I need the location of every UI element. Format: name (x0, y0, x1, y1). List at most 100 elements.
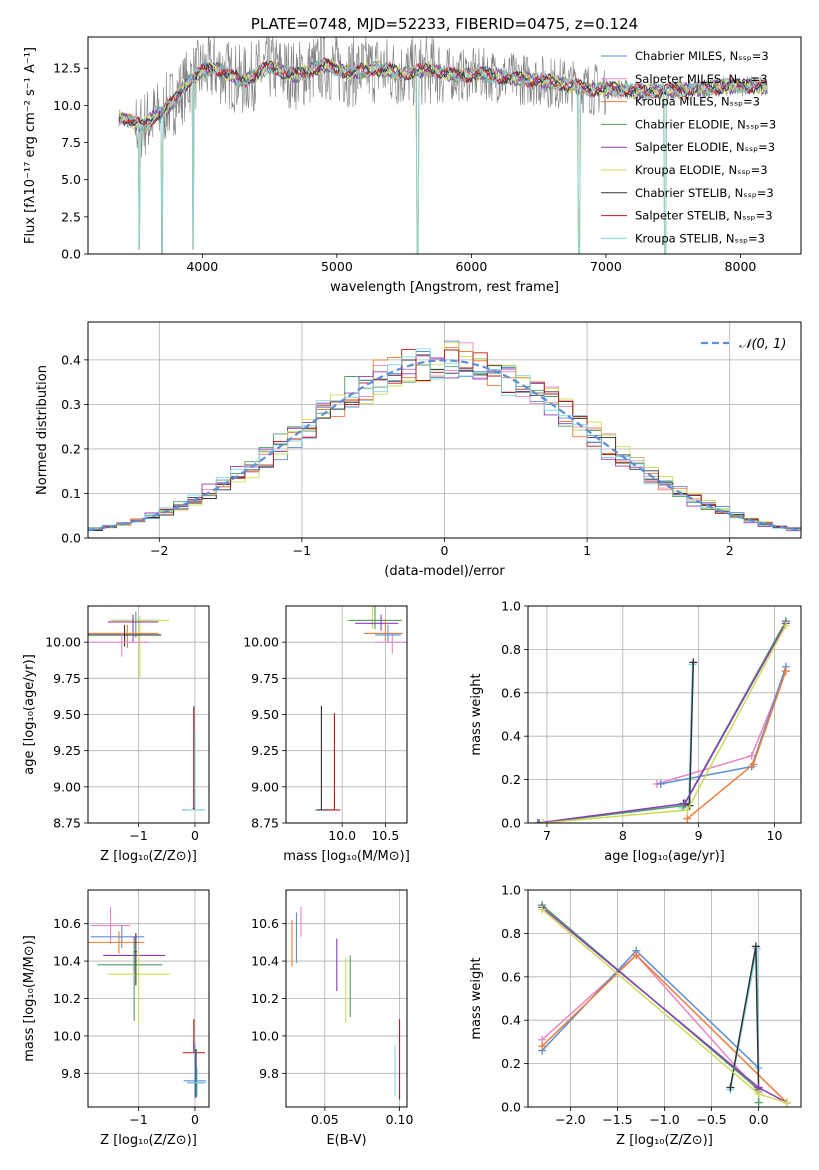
x-axis-label: mass [log₁₀(M/M⊙)] (283, 849, 410, 864)
x-axis-label: age [log₁₀(age/yr)] (604, 849, 725, 864)
weight-point-marker (747, 751, 756, 760)
legend-label: Salpeter MILES, Nₛₛₚ=3 (635, 72, 768, 86)
y-tick-label: 9.25 (53, 743, 81, 758)
x-tick-label: −2.0 (555, 1112, 585, 1127)
weight-point-marker (754, 1098, 763, 1107)
plot-area-mass_vs_Z (88, 906, 207, 1098)
y-tick-label: 9.00 (53, 779, 81, 794)
y-tick-label: 9.25 (251, 743, 279, 758)
y-tick-label: 0.0 (61, 531, 81, 546)
axes-frame (527, 605, 802, 824)
y-tick-label: 8.75 (251, 816, 279, 831)
y-tick-label: 0.2 (501, 772, 521, 787)
y-tick-label: 9.8 (259, 1066, 279, 1081)
x-tick-label: 0 (191, 828, 199, 843)
axes-frame (87, 36, 802, 255)
y-tick-label: 12.5 (53, 61, 81, 76)
y-tick-label: 1.0 (501, 883, 521, 898)
weight-series-line (539, 620, 787, 823)
y-tick-label: 0.6 (501, 685, 521, 700)
y-tick-label: 10.0 (53, 98, 81, 113)
y-tick-label: 0.2 (501, 1056, 521, 1071)
y-tick-label: 0.0 (61, 247, 81, 262)
weight-point-marker (538, 1042, 547, 1051)
y-tick-label: 8.75 (53, 816, 81, 831)
panel-age_vs_Z: −1 0 8.75 9.00 9.25 9.50 9.75 10.00 Z [log₁₀(Z/Z… (22, 605, 210, 864)
x-tick-label: −1 (129, 828, 147, 843)
weight-point-marker (781, 667, 790, 676)
weight-point-marker (751, 942, 760, 951)
axes-frame (527, 889, 802, 1108)
weight-point-marker (749, 760, 758, 769)
legend-label: Salpeter STELIB, Nₛₛₚ=3 (635, 209, 773, 223)
panel-spectrum: 4000 5000 6000 7000 8000 0.0 2.5 5.0 7.5 10.0 12.5… (23, 15, 802, 295)
y-tick-label: 10.2 (53, 991, 81, 1006)
y-tick-label: 9.8 (61, 1066, 81, 1081)
y-tick-label: 7.5 (61, 135, 81, 150)
y-tick-label: 10.00 (45, 635, 81, 650)
y-tick-label: 0.8 (501, 926, 521, 941)
y-tick-label: 0.3 (61, 397, 81, 412)
x-axis-label: E(B-V) (326, 1133, 366, 1148)
plot-area-weight_vs_Z (538, 901, 791, 1107)
x-tick-label: 0.05 (311, 1112, 339, 1127)
y-axis-label: Flux [fλ10⁻¹⁷ erg cm⁻² s⁻¹ A⁻¹] (23, 47, 38, 244)
weight-point-marker (535, 819, 544, 823)
y-axis-label: age [log₁₀(age/yr)] (22, 654, 37, 775)
y-tick-label: 0.8 (501, 642, 521, 657)
y-tick-label: 0.4 (61, 352, 81, 367)
panel-weight_vs_Z: −2.0 −1.5 −1.0 −0.5 0.0 0.0 0.2 0.4 0.6 0.8 1.0 Z [… (469, 883, 802, 1148)
weight-series-line (537, 623, 787, 823)
y-tick-label: 2.5 (61, 209, 81, 224)
legend-label: Kroupa MILES, Nₛₛₚ=3 (635, 95, 760, 109)
y-tick-label: 0.2 (61, 441, 81, 456)
y-tick-label: 10.4 (53, 954, 81, 969)
legend-label: Chabrier STELIB, Nₛₛₚ=3 (635, 186, 774, 200)
legend-label: Kroupa STELIB, Nₛₛₚ=3 (635, 231, 765, 245)
y-tick-label: 1.0 (501, 599, 521, 614)
axes-frame (87, 889, 210, 1108)
weight-point-marker (632, 951, 641, 960)
axes-frame (87, 321, 802, 539)
y-tick-label: 0.1 (61, 486, 81, 501)
spectrum-model-line (118, 58, 768, 254)
panel-mass_vs_ebv: 0.05 0.10 9.8 10.0 10.2 10.4 10.6 E(B-V) (251, 889, 413, 1148)
y-tick-label: 9.50 (53, 707, 81, 722)
y-tick-label: 9.50 (251, 707, 279, 722)
x-axis-label: Z [log₁₀(Z/Z⊙)] (616, 1133, 713, 1148)
y-tick-label: 10.4 (251, 954, 279, 969)
weight-point-marker (683, 805, 692, 814)
y-axis-label: mass [log₁₀(M/M⊙)] (22, 935, 37, 1062)
weight-point-marker (754, 1089, 763, 1098)
weight-point-marker (782, 1098, 791, 1107)
y-tick-label: 9.75 (251, 671, 279, 686)
legend-label: 𝒩(0, 1) (739, 337, 786, 352)
plot-area-spectrum (118, 37, 768, 254)
x-tick-label: 7 (543, 828, 551, 843)
panel-residuals: −2 −1 0 1 2 0.0 0.1 0.2 0.3 0.4 (data-model)/error… (35, 321, 802, 579)
x-tick-label: 9 (695, 828, 703, 843)
weight-point-marker (539, 819, 548, 823)
axes-frame (285, 889, 408, 1108)
y-tick-label: 10.0 (251, 1028, 279, 1043)
panel-weight_vs_age: 7 8 9 10 0.0 0.2 0.4 0.6 0.8 1.0 age [log₁₀(age/yr… (469, 599, 802, 864)
x-axis-label: wavelength [Angstrom, rest frame] (330, 280, 559, 295)
x-axis-label: Z [log₁₀(Z/Z⊙)] (100, 1133, 197, 1148)
y-tick-label: 10.0 (53, 1028, 81, 1043)
x-tick-label: 5000 (321, 259, 353, 274)
y-tick-label: 0.0 (501, 1100, 521, 1115)
weight-series-line (543, 625, 787, 823)
x-tick-label: −1.0 (649, 1112, 679, 1127)
axes-frame (87, 605, 210, 824)
y-tick-label: 0.0 (501, 816, 521, 831)
weight-series-line (541, 954, 760, 1093)
x-tick-label: 8000 (725, 259, 757, 274)
y-axis-label: Normed distribution (35, 365, 50, 495)
y-tick-label: 10.6 (251, 916, 279, 931)
plot-area-weight_vs_age (533, 617, 790, 823)
panel-age_vs_mass: 10.0 10.5 8.75 9.00 9.25 9.50 9.75 10.00 mass [l… (243, 605, 410, 864)
weight-series-line (686, 670, 787, 820)
y-tick-label: 9.00 (251, 779, 279, 794)
weight-point-marker (533, 819, 542, 823)
